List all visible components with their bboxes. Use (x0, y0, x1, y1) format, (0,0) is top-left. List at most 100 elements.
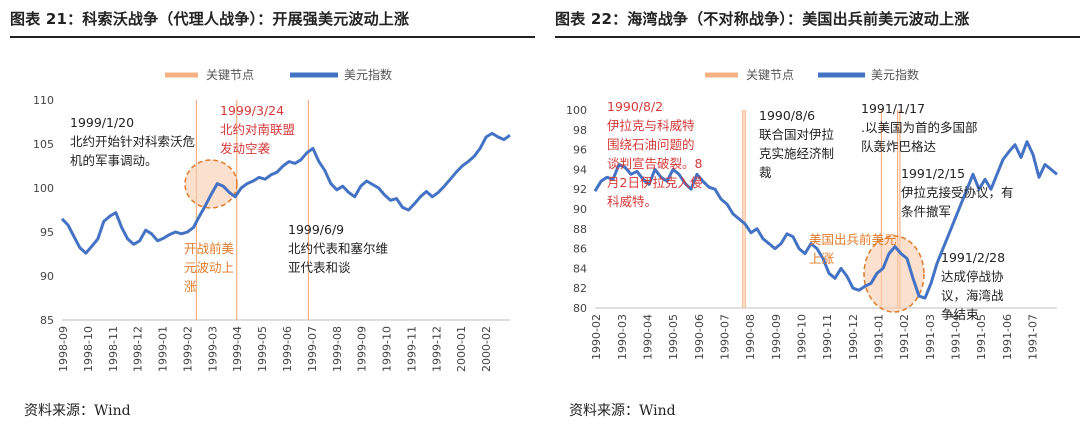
left-series-line (60, 131, 511, 255)
right-ann-3-line3: 队轰炸巴格达 (861, 139, 937, 154)
left-ann-1-line3: 机的军事调动。 (70, 153, 158, 168)
left-line-chart: 关键节点 美元指数 85 90 95 100 105 110 1998-09 1998-10… (33, 67, 511, 372)
right-ann-5-date: 1991/2/28 (941, 250, 1005, 265)
right-ann-4-line3: 条件撤军 (901, 204, 951, 219)
left-legend: 关键节点 美元指数 (165, 67, 392, 82)
left-y-tick-label: 100 (33, 182, 54, 195)
right-x-tick-label: 1991-03 (924, 314, 937, 360)
left-ann-2-line2: 北约对南联盟 (220, 122, 295, 137)
right-x-tick-label: 1991-04 (949, 314, 962, 360)
left-ann-3-line2: 北约代表和塞尔维 (288, 241, 388, 256)
right-x-tick-label: 1990-11 (821, 314, 834, 360)
left-y-tick-label: 95 (40, 226, 54, 239)
left-x-tick-label: 1999-12 (430, 326, 443, 372)
left-y-tick-label: 85 (40, 314, 54, 327)
right-x-tick-label: 1991-06 (1001, 314, 1014, 360)
right-ann-2-line4: 裁 (759, 165, 772, 180)
right-line-chart: 关键节点 美元指数 80 82 84 86 88 90 92 94 96 98 100 1990-0… (566, 67, 1058, 360)
left-x-tick-label: 1999-06 (281, 326, 294, 372)
right-legend: 关键节点 美元指数 (705, 67, 919, 82)
right-ann-3-line2: .以美国为首的多国部 (861, 120, 977, 135)
right-x-tick-label: 1990-02 (590, 314, 603, 360)
left-legend-series-label: 美元指数 (344, 67, 392, 82)
right-ann-4-line2: 伊拉克接受协议，有 (901, 185, 1014, 200)
left-ann-3-date: 1999/6/9 (288, 222, 344, 237)
left-x-tick-label: 1998-11 (107, 326, 120, 372)
left-y-tick-label: 105 (33, 138, 54, 151)
right-y-tick-label: 88 (573, 223, 587, 236)
right-y-tick-label: 98 (573, 124, 587, 137)
right-ann-1-line6: 科威特。 (607, 194, 657, 209)
right-y-tick-label: 94 (573, 163, 587, 176)
right-x-tick-label: 1991-07 (1026, 314, 1039, 360)
right-x-tick-label: 1990-03 (616, 314, 629, 360)
left-x-tick-label: 1998-09 (57, 326, 70, 372)
left-x-tick-label: 1999-11 (405, 326, 418, 372)
left-ann-1-date: 1999/1/20 (70, 115, 134, 130)
right-x-tick-label: 1990-09 (770, 314, 783, 360)
right-x-tick-label: 1991-01 (872, 314, 885, 360)
left-x-tick-label: 1999-10 (381, 326, 394, 372)
left-x-axis: 1998-09 1998-10 1998-11 1998-12 1999-01 1999-… (57, 326, 493, 372)
left-ann-1-line2: 北约开始针对科索沃危 (70, 134, 195, 149)
left-x-tick-label: 1999-02 (181, 326, 194, 372)
right-title-rule (555, 36, 1080, 38)
right-legend-vline-label: 关键节点 (746, 68, 794, 82)
right-legend-series-label: 美元指数 (871, 67, 919, 82)
left-title-rule (10, 36, 535, 38)
right-ann-2-line3: 克实施经济制 (759, 146, 834, 161)
left-source-note: 资料来源：Wind (24, 403, 131, 419)
left-annotations: 1999/1/20 北约开始针对科索沃危 机的军事调动。 1999/3/24 北… (70, 103, 388, 294)
right-ann-5-line3: 议，海湾战 (941, 288, 1004, 303)
right-y-axis: 80 82 84 86 88 90 92 94 96 98 100 (566, 104, 587, 315)
left-legend-vline-label: 关键节点 (206, 68, 254, 82)
right-x-tick-label: 1990-08 (744, 314, 757, 360)
right-ann-3-date: 1991/1/17 (861, 101, 925, 116)
left-key-event-lines (195, 100, 309, 320)
right-ann-2-line2: 联合国对伊拉 (759, 127, 835, 142)
left-x-tick-label: 1999-01 (157, 326, 170, 372)
right-y-tick-label: 92 (573, 183, 587, 196)
right-ann-2-date: 1990/8/6 (759, 108, 815, 123)
right-ann-1-line2: 伊拉克与科威特 (607, 118, 695, 133)
right-ann-6-line2: 上涨 (809, 251, 835, 266)
right-y-tick-label: 86 (573, 243, 587, 256)
left-y-tick-label: 90 (40, 270, 54, 283)
right-ann-1-line4: 谈判宣告破裂。8 (607, 156, 703, 171)
right-y-tick-label: 90 (573, 203, 587, 216)
right-y-tick-label: 82 (573, 282, 587, 295)
left-ann-3-line3: 亚代表和谈 (288, 260, 351, 275)
left-ann-4-line2: 元波动上 (184, 260, 234, 275)
right-x-tick-label: 1991-05 (975, 314, 988, 360)
right-x-tick-label: 1990-12 (847, 314, 860, 360)
left-x-tick-label: 1999-05 (256, 326, 269, 372)
left-x-tick-label: 1998-10 (82, 326, 95, 372)
right-ann-1-line3: 围绕石油问题的 (607, 137, 695, 152)
left-x-tick-label: 1999-09 (356, 326, 369, 372)
left-highlight-ellipse (184, 159, 238, 209)
left-x-tick-label: 1999-08 (331, 326, 344, 372)
right-x-tick-label: 1990-05 (667, 314, 680, 360)
left-x-tick-label: 1999-04 (231, 326, 244, 372)
right-highlight-ellipse (863, 235, 925, 313)
left-x-tick-label: 1999-07 (306, 326, 319, 372)
right-x-axis: 1990-02 1990-03 1990-04 1990-05 1990-06 1990-… (590, 314, 1039, 360)
right-y-tick-label: 100 (566, 104, 587, 117)
right-ann-1-date: 1990/8/2 (607, 99, 663, 114)
right-y-tick-label: 96 (573, 144, 587, 157)
right-series-line (593, 140, 1058, 300)
left-x-tick-label: 1998-12 (132, 326, 145, 372)
right-ann-1-line5: 月2日伊拉克入侵 (607, 175, 702, 190)
right-y-tick-label: 84 (573, 262, 587, 275)
left-y-axis: 85 90 95 100 105 110 (33, 94, 54, 327)
right-source-note: 资料来源：Wind (569, 403, 676, 419)
right-y-tick-label: 80 (573, 302, 587, 315)
right-x-tick-label: 1991-02 (898, 314, 911, 360)
left-x-tick-label: 1999-03 (206, 326, 219, 372)
left-chart-title: 图表 21：科索沃战争（代理人战争）：开展强美元波动上涨 (10, 10, 410, 28)
left-x-tick-label: 2000-01 (455, 326, 468, 372)
right-chart-panel: 图表 22：海湾战争（不对称战争）：美国出兵前美元波动上涨 关键节点 美元指数 … (545, 0, 1080, 424)
left-ann-2-date: 1999/3/24 (220, 103, 284, 118)
left-y-tick-label: 110 (33, 94, 54, 107)
right-x-tick-label: 1990-04 (641, 314, 654, 360)
